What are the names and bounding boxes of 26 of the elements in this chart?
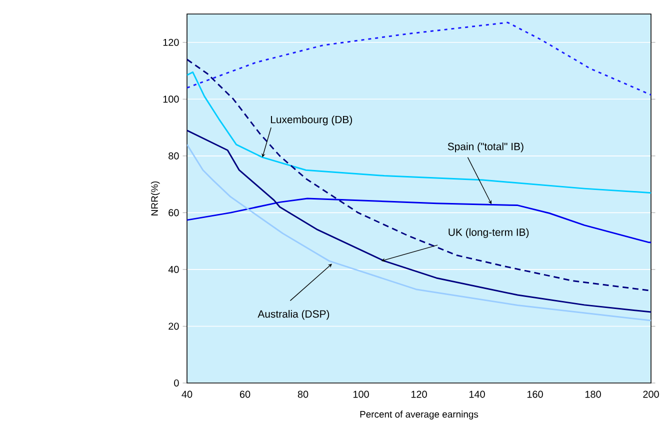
annotation: Australia (DSP)	[258, 310, 330, 320]
x-tick-label: 120	[411, 390, 427, 398]
x-tick-label: 140	[469, 390, 485, 398]
x-tick-label: 160	[527, 390, 543, 398]
y-tick-label: 80	[168, 152, 179, 160]
x-tick-label: 200	[643, 390, 659, 398]
x-tick-label: 80	[298, 390, 308, 398]
y-axis-title: NRR(%)	[150, 181, 160, 216]
x-tick-label: 40	[182, 390, 192, 398]
y-tick-label: 60	[168, 209, 179, 216]
x-tick-label: 60	[240, 390, 250, 398]
annotation: Spain ("total" IB)	[448, 142, 524, 152]
x-axis-title: Percent of average earnings	[360, 410, 478, 420]
y-tick-label: 0	[174, 379, 179, 387]
annotation: Luxembourg (DB)	[270, 116, 352, 126]
x-tick-label: 180	[585, 390, 601, 398]
y-tick-label: 20	[168, 322, 179, 330]
y-tick-label: 100	[163, 96, 179, 103]
x-tick-label: 100	[353, 390, 369, 398]
y-tick-label: 40	[168, 266, 179, 273]
line-series	[187, 71, 652, 194]
annotation: UK (long-term IB)	[448, 228, 529, 238]
line-series	[187, 58, 652, 292]
line-series	[187, 198, 652, 244]
y-tick-label: 120	[163, 38, 179, 46]
line-series	[187, 22, 652, 96]
